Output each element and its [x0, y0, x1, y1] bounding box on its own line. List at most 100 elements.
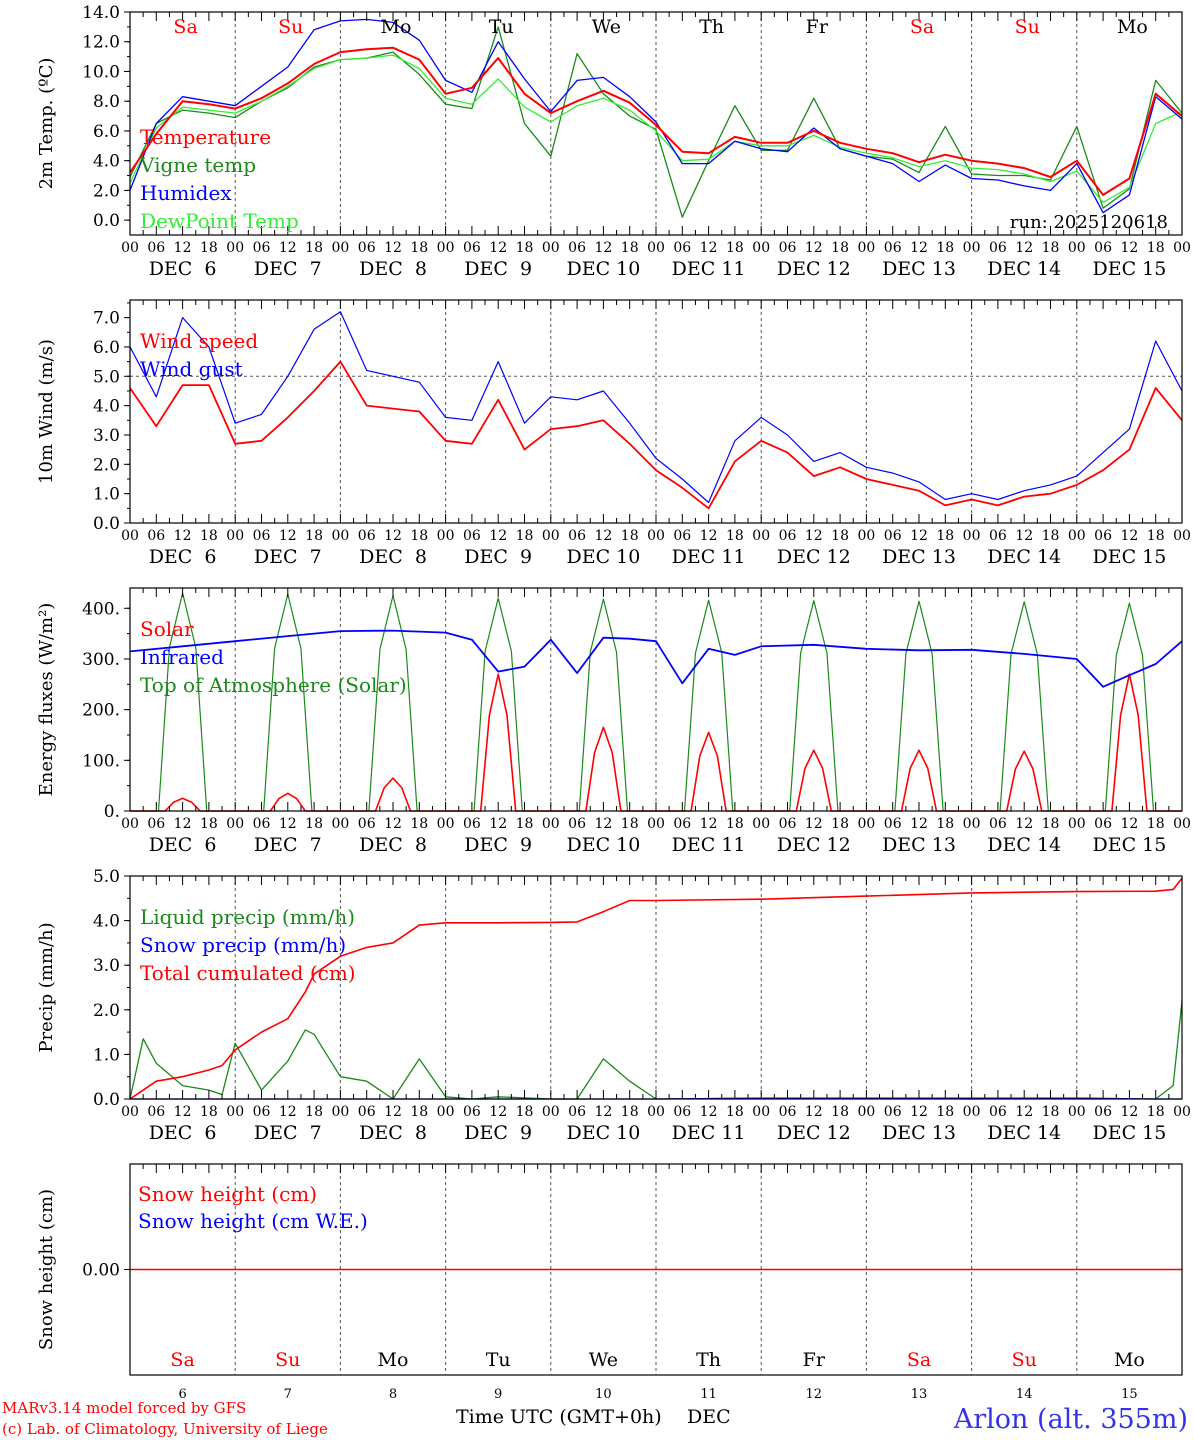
- hour-tick-label: 00: [752, 240, 770, 256]
- date-label: DEC 12: [777, 258, 851, 280]
- date-label: DEC 7: [254, 834, 322, 856]
- hour-tick-label: 18: [831, 1104, 849, 1120]
- hour-tick-label: 00: [1068, 816, 1086, 832]
- hour-tick-label: 18: [726, 816, 744, 832]
- hour-tick-label: 00: [226, 816, 244, 832]
- weekday-label-top: Th: [699, 16, 724, 38]
- day-number-label: 8: [389, 1387, 397, 1402]
- hour-tick-label: 12: [489, 240, 507, 256]
- y-tick-label: 14.0: [82, 3, 120, 23]
- y-tick-label: 2.0: [93, 1001, 120, 1021]
- y-tick-label: 0.0: [93, 1090, 120, 1110]
- hour-tick-label: 00: [542, 816, 560, 832]
- y-tick-label: 0.0: [93, 211, 120, 231]
- hour-tick-label: 12: [910, 1104, 928, 1120]
- date-label: DEC 10: [566, 834, 640, 856]
- hour-tick-label: 00: [647, 528, 665, 544]
- hour-tick-label: 00: [542, 528, 560, 544]
- weekday-label-top: Su: [278, 16, 303, 38]
- weekday-label-bottom: Su: [275, 1349, 300, 1371]
- date-label: DEC 13: [882, 834, 956, 856]
- hour-tick-label: 18: [726, 240, 744, 256]
- hour-tick-label: 12: [1120, 1104, 1138, 1120]
- hour-tick-label: 12: [384, 816, 402, 832]
- hour-tick-label: 12: [174, 1104, 192, 1120]
- panel-frame: [129, 587, 1183, 812]
- hour-tick-label: 06: [358, 528, 376, 544]
- day-number-label: 6: [178, 1387, 186, 1402]
- hour-tick-label: 00: [647, 816, 665, 832]
- y-tick-label: 100.: [82, 751, 120, 771]
- date-label: DEC 13: [882, 1122, 956, 1144]
- hour-tick-label: 18: [200, 1104, 218, 1120]
- panel-frame: [129, 299, 1183, 524]
- hour-tick-label: 12: [594, 240, 612, 256]
- day-number-label: 15: [1121, 1387, 1138, 1402]
- hour-tick-label: 06: [1094, 816, 1112, 832]
- weekday-label-top: Sa: [173, 16, 197, 38]
- date-label: DEC 8: [359, 1122, 427, 1144]
- hour-tick-label: 00: [752, 816, 770, 832]
- y-tick-label: 0.00: [82, 1261, 120, 1281]
- hour-tick-label: 12: [805, 240, 823, 256]
- hour-tick-label: 18: [516, 816, 534, 832]
- date-label: DEC 15: [1092, 1122, 1166, 1144]
- series-line-speed: [129, 360, 1183, 510]
- hour-tick-label: 18: [200, 816, 218, 832]
- hour-tick-label: 06: [779, 528, 797, 544]
- series-line-gust: [129, 311, 1183, 504]
- footer-credit-line2: (c) Lab. of Climatology, University of L…: [2, 1420, 328, 1438]
- hour-tick-label: 00: [542, 240, 560, 256]
- hour-tick-label: 18: [410, 816, 428, 832]
- day-number-label: 9: [494, 1387, 502, 1402]
- hour-tick-label: 12: [384, 528, 402, 544]
- date-label: DEC 6: [149, 546, 217, 568]
- hour-tick-label: 06: [147, 240, 165, 256]
- date-label: DEC 8: [359, 258, 427, 280]
- hour-tick-label: 12: [1120, 816, 1138, 832]
- day-number-label: 12: [806, 1387, 823, 1402]
- y-tick-label: 2.0: [93, 455, 120, 475]
- legend-entry: Snow precip (mm/h): [140, 933, 346, 957]
- hour-tick-label: 18: [1042, 1104, 1060, 1120]
- hour-tick-label: 12: [279, 240, 297, 256]
- weekday-label-top: Fr: [806, 16, 829, 38]
- hour-tick-label: 12: [594, 816, 612, 832]
- y-tick-label: 6.0: [93, 338, 120, 358]
- hour-tick-label: 12: [700, 528, 718, 544]
- date-label: DEC 9: [464, 834, 532, 856]
- hour-tick-label: 00: [331, 1104, 349, 1120]
- hour-tick-label: 00: [226, 528, 244, 544]
- date-label: DEC 10: [566, 546, 640, 568]
- hour-tick-label: 00: [331, 816, 349, 832]
- date-label: DEC 12: [777, 546, 851, 568]
- hour-tick-label: 06: [253, 816, 271, 832]
- day-number-label: 13: [911, 1387, 928, 1402]
- x-axis-month: DEC: [687, 1406, 731, 1428]
- y-axis-title: 2m Temp. (ºC): [36, 58, 57, 190]
- hour-tick-label: 06: [989, 1104, 1007, 1120]
- hour-tick-label: 00: [331, 240, 349, 256]
- hour-tick-label: 12: [1015, 528, 1033, 544]
- hour-tick-label: 18: [621, 816, 639, 832]
- hour-tick-label: 12: [489, 528, 507, 544]
- hour-tick-label: 18: [936, 816, 954, 832]
- hour-tick-label: 18: [831, 240, 849, 256]
- y-axis-title: Precip (mm/h): [36, 922, 57, 1052]
- y-tick-label: 4.0: [93, 912, 120, 932]
- date-label: DEC 15: [1092, 258, 1166, 280]
- hour-tick-label: 06: [779, 240, 797, 256]
- hour-tick-label: 18: [621, 240, 639, 256]
- y-tick-label: 2.0: [93, 181, 120, 201]
- legend-entry: Top of Atmosphere (Solar): [140, 673, 407, 697]
- hour-tick-label: 18: [200, 528, 218, 544]
- hour-tick-label: 06: [1094, 1104, 1112, 1120]
- hour-tick-label: 18: [621, 1104, 639, 1120]
- weekday-label-top: Sa: [910, 16, 934, 38]
- hour-tick-label: 06: [463, 1104, 481, 1120]
- hour-tick-label: 00: [857, 1104, 875, 1120]
- text-layer: 0.0 2.0 4.0 6.0 8.0 10.0 12.0 14.0 2m Temp. (ºC)…: [36, 3, 1191, 1402]
- weekday-label-bottom: We: [589, 1349, 618, 1371]
- hour-tick-label: 12: [910, 528, 928, 544]
- hour-tick-label: 18: [936, 528, 954, 544]
